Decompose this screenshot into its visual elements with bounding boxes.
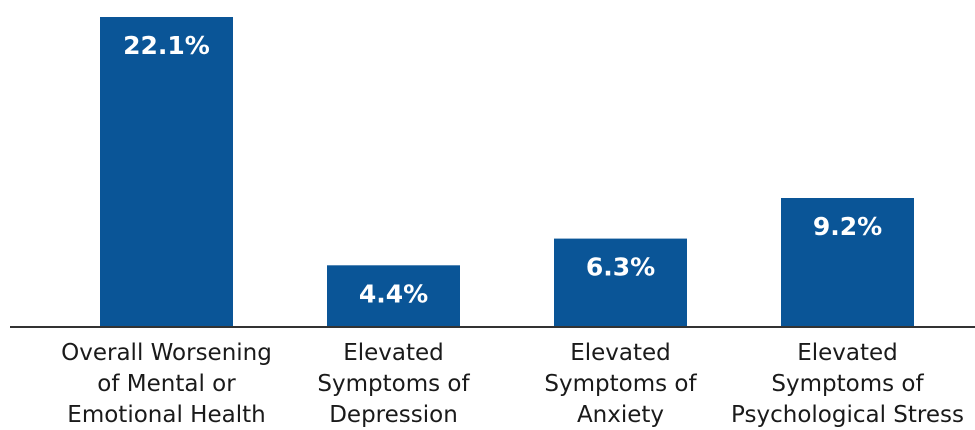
category-label-line: Elevated <box>343 340 444 366</box>
category-label-line: Psychological Stress <box>731 402 964 428</box>
bar <box>781 198 914 327</box>
bar <box>327 265 460 327</box>
bar <box>100 17 233 327</box>
category-labels-group: Overall Worsening of Mental or Emotional H… <box>61 340 964 428</box>
category-label-line: of Mental or <box>97 371 236 397</box>
category-label-line: Elevated <box>570 340 671 366</box>
category-label-line: Anxiety <box>577 402 664 428</box>
category-label-line: Symptoms of <box>544 371 697 397</box>
category-label-line: Symptoms of <box>317 371 470 397</box>
bar-value-label: 4.4% <box>359 279 428 308</box>
bars-group: 22.1% 4.4% 6.3% 9.2% <box>100 17 914 327</box>
bar-value-label: 9.2% <box>813 212 882 241</box>
bar-value-label: 6.3% <box>586 253 655 282</box>
category-label-line: Elevated <box>797 340 898 366</box>
bar-value-label: 22.1% <box>123 31 210 60</box>
bar <box>554 238 687 327</box>
category-label-line: Depression <box>329 402 458 428</box>
category-label-line: Symptoms of <box>771 371 924 397</box>
category-label-line: Overall Worsening <box>61 340 272 366</box>
category-label-line: Emotional Health <box>67 402 265 428</box>
